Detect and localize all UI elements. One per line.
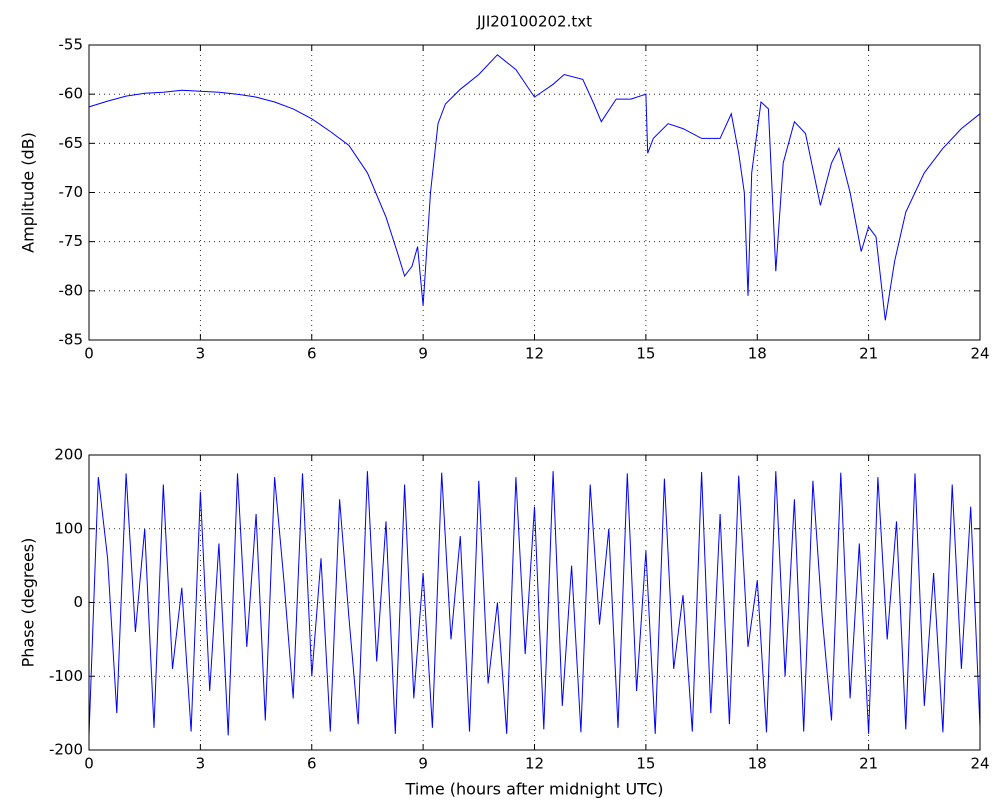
y-axis-label: Phase (degrees) <box>19 538 38 668</box>
x-tick-label: 12 <box>525 345 544 363</box>
x-tick-label: 3 <box>196 345 206 363</box>
x-tick-label: 18 <box>748 345 767 363</box>
y-axis-label: Amplitude (dB) <box>19 132 38 253</box>
y-tick-label: -65 <box>59 134 84 152</box>
x-tick-label: 15 <box>636 345 655 363</box>
y-tick-label: -75 <box>59 232 84 250</box>
x-tick-label: 0 <box>84 345 94 363</box>
x-tick-label: 9 <box>418 345 428 363</box>
axes-frame <box>88 44 981 341</box>
y-tick-label: -70 <box>59 183 84 201</box>
data-line <box>88 471 981 736</box>
x-tick-label: 9 <box>418 755 428 773</box>
data-line <box>88 54 981 321</box>
y-tick-label: -55 <box>59 36 84 54</box>
x-tick-label: 21 <box>859 755 878 773</box>
x-tick-label: 15 <box>636 755 655 773</box>
y-tick-label: -200 <box>49 741 83 759</box>
y-tick-label: -80 <box>59 281 84 299</box>
chart-title: JJI20100202.txt <box>476 13 592 31</box>
x-tick-label: 6 <box>307 345 317 363</box>
y-tick-label: -60 <box>59 85 84 103</box>
x-tick-label: 21 <box>859 345 878 363</box>
y-tick-label: 100 <box>54 519 83 537</box>
y-tick-label: 200 <box>54 446 83 464</box>
x-tick-label: 24 <box>970 755 989 773</box>
x-tick-label: 12 <box>525 755 544 773</box>
x-tick-label: 24 <box>970 345 989 363</box>
axes-frame <box>88 454 981 751</box>
x-tick-label: 18 <box>748 755 767 773</box>
x-tick-label: 3 <box>196 755 206 773</box>
y-tick-label: -100 <box>49 667 83 685</box>
y-tick-label: -85 <box>59 331 84 349</box>
x-tick-label: 6 <box>307 755 317 773</box>
x-tick-label: 0 <box>84 755 94 773</box>
x-axis-label: Time (hours after midnight UTC) <box>405 780 664 799</box>
y-tick-label: 0 <box>73 593 83 611</box>
